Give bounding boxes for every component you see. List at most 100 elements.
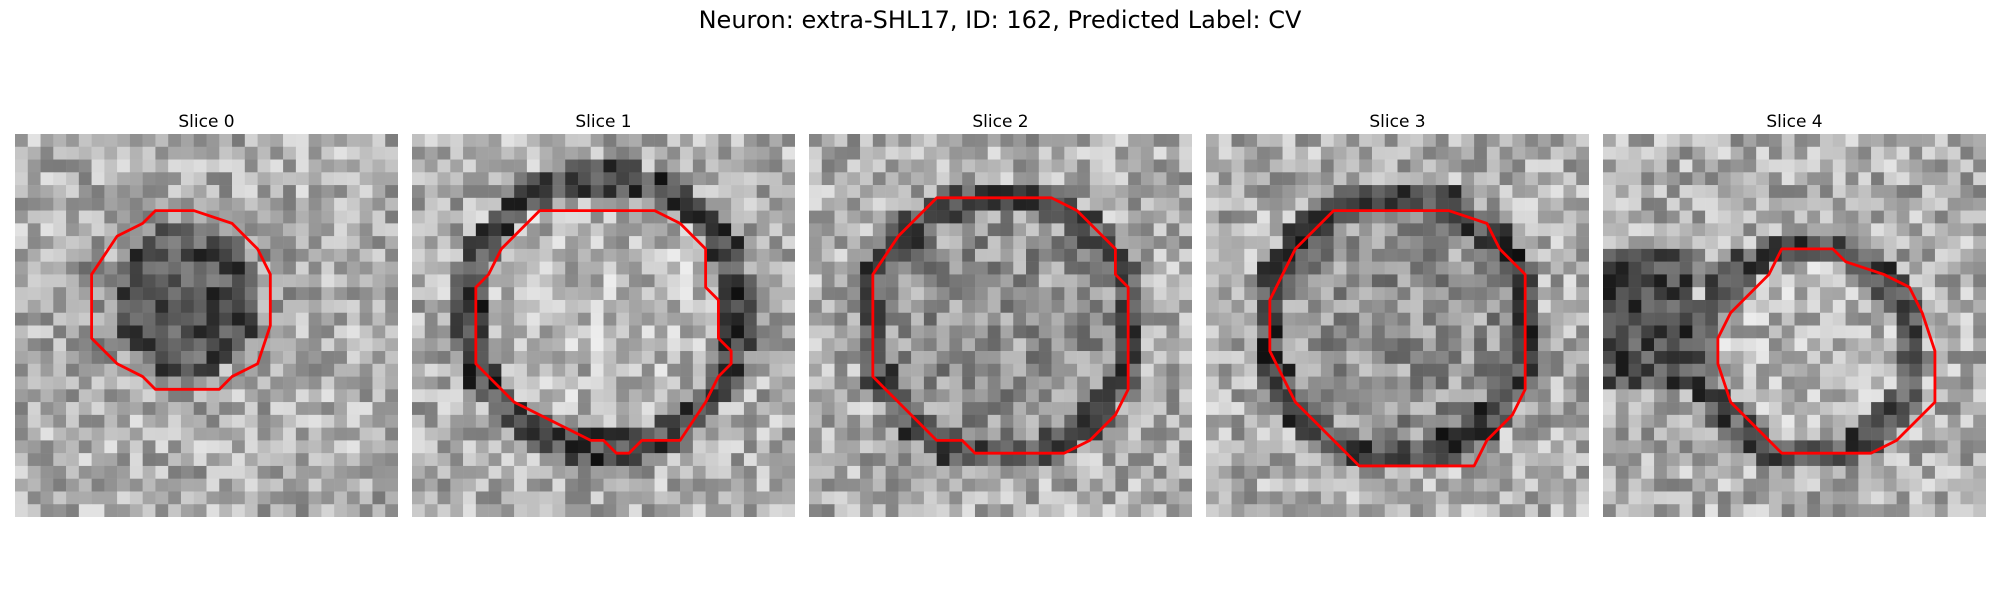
image-pixel: [1934, 325, 1948, 339]
image-pixel: [1359, 325, 1373, 339]
image-pixel: [437, 376, 451, 390]
image-pixel: [334, 261, 348, 275]
image-pixel: [1140, 287, 1154, 301]
image-pixel: [1333, 274, 1347, 288]
image-pixel: [1423, 172, 1437, 186]
image-pixel: [206, 261, 220, 275]
image-pixel: [936, 491, 950, 505]
image-pixel: [1807, 402, 1821, 416]
image-pixel: [616, 223, 630, 237]
image-pixel: [1947, 504, 1961, 517]
image-pixel: [1486, 402, 1500, 416]
image-pixel: [692, 299, 706, 313]
image-pixel: [270, 440, 284, 454]
image-pixel: [1628, 312, 1642, 326]
image-pixel: [1550, 453, 1564, 467]
image-pixel: [577, 248, 591, 262]
image-pixel: [1140, 427, 1154, 441]
image-pixel: [180, 402, 194, 416]
image-pixel: [860, 223, 874, 237]
image-pixel: [437, 427, 451, 441]
image-pixel: [1026, 376, 1040, 390]
image-pixel: [1000, 491, 1014, 505]
image-pixel: [1218, 465, 1232, 479]
image-pixel: [514, 363, 528, 377]
image-pixel: [1973, 453, 1986, 467]
image-pixel: [1013, 414, 1027, 428]
image-pixel: [1858, 274, 1872, 288]
image-pixel: [1973, 248, 1986, 262]
image-pixel: [1384, 325, 1398, 339]
image-pixel: [1922, 299, 1936, 313]
image-pixel: [346, 236, 360, 250]
image-pixel: [1550, 261, 1564, 275]
image-pixel: [1179, 261, 1192, 275]
image-pixel: [437, 363, 451, 377]
image-pixel: [1615, 465, 1629, 479]
image-pixel: [1794, 414, 1808, 428]
image-pixel: [834, 325, 848, 339]
image-pixel: [936, 261, 950, 275]
image-pixel: [475, 414, 489, 428]
image-pixel: [1000, 159, 1014, 173]
image-pixel: [1909, 134, 1923, 148]
image-pixel: [15, 325, 29, 339]
image-pixel: [53, 159, 67, 173]
image-pixel: [1244, 210, 1258, 224]
image-pixel: [1038, 389, 1052, 403]
image-pixel: [885, 261, 899, 275]
image-pixel: [117, 338, 131, 352]
image-pixel: [1832, 236, 1846, 250]
image-pixel: [1871, 478, 1885, 492]
image-pixel: [552, 478, 566, 492]
image-pixel: [1435, 325, 1449, 339]
image-pixel: [206, 453, 220, 467]
image-pixel: [168, 389, 182, 403]
image-pixel: [283, 414, 297, 428]
image-pixel: [1371, 402, 1385, 416]
image-pixel: [1973, 312, 1986, 326]
image-pixel: [15, 312, 29, 326]
image-pixel: [756, 351, 770, 365]
image-pixel: [821, 414, 835, 428]
image-pixel: [1768, 338, 1782, 352]
image-pixel: [1346, 440, 1360, 454]
image-pixel: [91, 172, 105, 186]
image-pixel: [514, 248, 528, 262]
image-pixel: [898, 504, 912, 517]
image-pixel: [206, 414, 220, 428]
image-pixel: [1320, 465, 1334, 479]
image-pixel: [372, 453, 386, 467]
image-pixel: [1960, 248, 1974, 262]
image-pixel: [104, 491, 118, 505]
image-pixel: [385, 261, 398, 275]
image-pixel: [1115, 210, 1129, 224]
image-pixel: [450, 440, 464, 454]
image-pixel: [104, 453, 118, 467]
image-pixel: [1064, 223, 1078, 237]
image-pixel: [1628, 197, 1642, 211]
image-pixel: [412, 325, 426, 339]
image-pixel: [1013, 172, 1027, 186]
image-pixel: [385, 440, 398, 454]
image-pixel: [385, 274, 398, 288]
image-pixel: [1896, 159, 1910, 173]
image-pixel: [1692, 351, 1706, 365]
image-pixel: [1922, 210, 1936, 224]
image-pixel: [565, 248, 579, 262]
image-pixel: [424, 159, 438, 173]
image-pixel: [1282, 236, 1296, 250]
image-pixel: [705, 274, 719, 288]
image-pixel: [1435, 491, 1449, 505]
image-pixel: [437, 210, 451, 224]
image-pixel: [923, 389, 937, 403]
image-pixel: [1756, 389, 1770, 403]
image-pixel: [295, 223, 309, 237]
image-pixel: [1563, 478, 1577, 492]
image-pixel: [1461, 440, 1475, 454]
image-pixel: [1679, 185, 1693, 199]
image-pixel: [257, 299, 271, 313]
image-pixel: [731, 312, 745, 326]
image-pixel: [359, 427, 373, 441]
image-pixel: [1166, 261, 1180, 275]
